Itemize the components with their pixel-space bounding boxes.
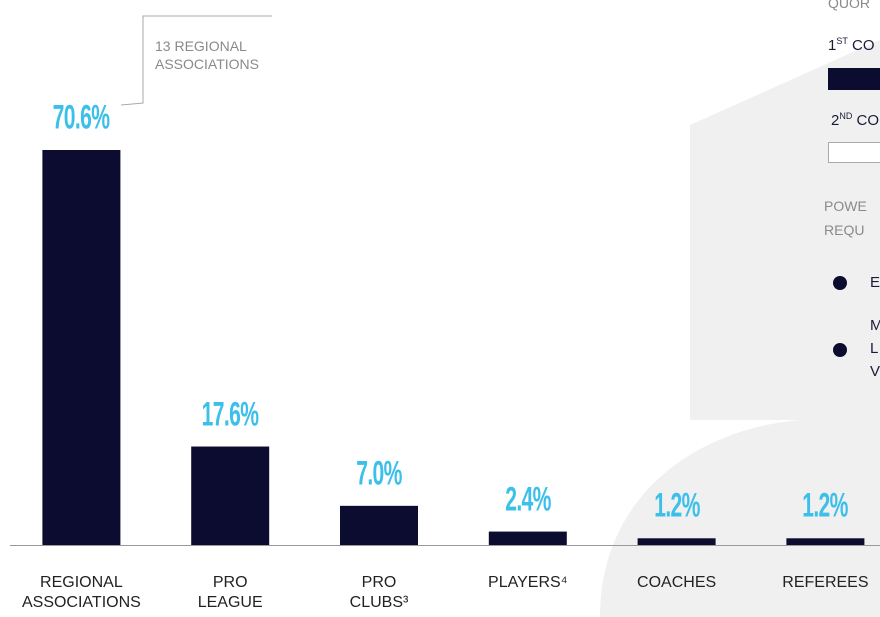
bullet — [833, 276, 847, 290]
power-line: REQU — [824, 222, 865, 238]
value-label: 1.2% — [653, 486, 700, 525]
bullet-line: V — [870, 363, 880, 380]
x-tick-label: PRO CLUBS³ — [349, 574, 409, 611]
bullet-line: L — [870, 340, 879, 357]
annotation-bracket — [120, 15, 272, 106]
background-shape — [600, 420, 880, 617]
value-label: 2.4% — [505, 480, 551, 519]
bar — [637, 538, 716, 545]
bullet-text: E — [870, 274, 880, 291]
x-tick-label: COACHES — [637, 574, 717, 591]
bar — [488, 531, 567, 545]
legend-swatch — [828, 68, 880, 90]
value-label: 1.2% — [802, 486, 849, 525]
x-tick-label: REGIONAL ASSOCIATIONS — [21, 574, 141, 611]
panel-item: 2ND CO — [831, 111, 879, 129]
panel-item: 1ST CO — [828, 36, 875, 54]
value-label: 70.6% — [53, 98, 110, 137]
x-tick-label: REFEREES — [782, 574, 869, 591]
legend-swatch — [828, 142, 880, 163]
power-line: POWE — [824, 198, 867, 214]
annotation-text: 13 REGIONAL ASSOCIATIONS — [155, 38, 259, 72]
bullet — [833, 343, 847, 357]
bar — [42, 150, 121, 545]
item-text: CO — [852, 37, 875, 54]
annotation: 13 REGIONAL ASSOCIATIONS — [155, 37, 275, 73]
bar — [340, 505, 418, 545]
value-label: 17.6% — [201, 395, 259, 434]
item-text: CO — [856, 112, 880, 129]
bullet-line: M — [870, 317, 880, 334]
background-shape — [690, 40, 880, 420]
ordinal: 1 — [828, 37, 837, 54]
bar — [191, 446, 270, 545]
ordinal-suffix: ND — [839, 111, 853, 121]
ordinal: 2 — [831, 112, 840, 129]
panel-heading: QUOR — [828, 0, 870, 11]
ordinal-suffix: ST — [836, 36, 848, 46]
value-label: 7.0% — [356, 454, 402, 493]
x-tick-label: PRO LEAGUE — [197, 574, 263, 611]
x-tick-label: PLAYERS⁴ — [488, 574, 568, 591]
bar — [786, 538, 865, 545]
power-text: POWE REQU — [824, 194, 867, 242]
